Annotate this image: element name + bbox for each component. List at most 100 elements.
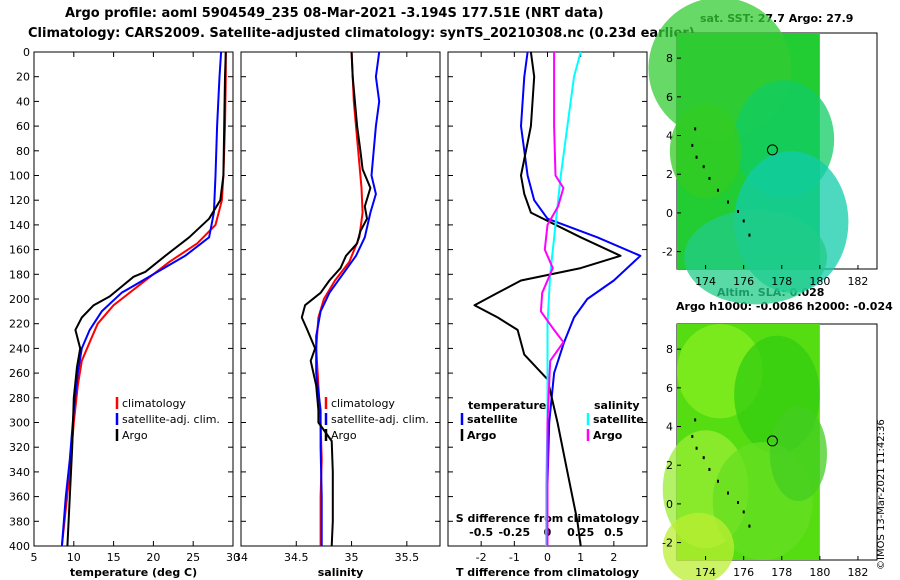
legend-label: satellite [467,413,518,426]
sla-map-y-tick-label: 6 [666,382,673,395]
depth-tick-label: 260 [9,367,30,380]
sla-map-island [737,501,739,504]
sla-map-y-tick-label: 4 [666,421,673,434]
sst-map-x-tick-label: 174 [695,275,716,288]
sla-map-island [694,418,697,422]
sla-map-y-tick-label: -2 [662,537,673,550]
sst-map-island [694,127,697,131]
sst-map-island [691,143,694,147]
sla-map-x-tick-label: 176 [733,566,754,579]
panel-frame-salinity [240,51,441,547]
depth-tick-label: 120 [9,194,30,207]
sst-map-field-patch [684,210,827,305]
s-diff-tick-label: 0.25 [567,526,594,539]
x-tick-label: 35.5 [395,551,420,564]
legend-label: Argo [593,429,623,442]
sla-map-argo-location [766,435,778,447]
sla-map-x-tick-label: 182 [847,566,868,579]
x-tick-label: 30 [226,551,240,564]
x-tick-label: 25 [186,551,200,564]
sst-map-island [742,219,745,223]
depth-tick-label: 40 [16,95,30,108]
depth-tick-label: 380 [9,515,30,528]
sst-map-y-tick-label: 4 [666,130,673,143]
depth-tick-label: 340 [9,466,30,479]
sla-map-y-tick-label: 2 [666,459,673,472]
x-tick-label: 5 [31,551,38,564]
s-diff-tick-label: 0.5 [604,526,624,539]
sla-map-island [717,479,719,483]
sla-map-island [748,524,751,528]
sst-map-y-tick-label: 6 [666,91,673,104]
s-diff-tick-label: -0.25 [498,526,530,539]
x-tick-label: 1 [577,551,584,564]
title-line-1: Argo profile: aoml 5904549_235 08-Mar-20… [65,6,604,21]
depth-tick-label: 360 [9,491,30,504]
x-tick-label: 34 [234,551,248,564]
depth-tick-label: 160 [9,244,30,257]
depth-tick-label: 280 [9,392,30,405]
sla-map-x-tick-label: 174 [695,566,716,579]
sst-map-island [695,155,698,159]
series-line-satellite-adj-clim- [315,51,381,546]
depth-tick-label: 320 [9,441,30,454]
panel-frame-temperature [33,51,234,547]
sla-map-title-2: Argo h1000: -0.0086 h2000: -0.024 [676,300,893,313]
sla-map-island [695,446,698,450]
legend-label: Argo [467,429,497,442]
sst-map-island [708,176,711,180]
x-tick-label: 0 [544,551,551,564]
title-line-2: Climatology: CARS2009. Satellite-adjuste… [28,26,695,41]
x-axis-label-temperature: temperature (deg C) [70,566,197,579]
sla-map-y-tick-label: 8 [666,343,673,356]
s-diff-tick-label: -0.5 [469,526,493,539]
depth-tick-label: 20 [16,71,30,84]
depth-tick-label: 60 [16,120,30,133]
legend-label: satellite [593,413,644,426]
sla-map-field-patch [662,512,735,580]
sst-map-field-patch [669,103,742,199]
depth-tick-label: 140 [9,219,30,232]
depth-tick-label: 220 [9,318,30,331]
depth-tick-label: 200 [9,293,30,306]
series-line-s-argo [539,52,565,546]
depth-tick-label: 100 [9,170,30,183]
legend-label: Argo [122,429,148,442]
series-line-argo [300,51,372,547]
depth-tick-label: 300 [9,417,30,430]
depth-tick-label: 180 [9,268,30,281]
x-tick-label: 34.5 [284,551,309,564]
series-line-t-argo [473,51,622,547]
sla-map-island [691,434,694,438]
sst-map-y-tick-label: 8 [666,52,673,65]
x-tick-label: -1 [509,551,520,564]
depth-tick-label: 400 [9,540,30,553]
legend-label: climatology [122,397,186,410]
series-line-argo [66,51,227,547]
x-tick-label: 20 [146,551,160,564]
sst-map-island [727,200,729,204]
sst-map-y-tick-label: 0 [666,207,673,220]
sla-map-island [742,510,745,514]
sst-map-island [737,210,739,213]
sla-map-island [727,491,729,495]
sla-map-island [708,467,711,471]
sst-map-x-tick-label: 180 [809,275,830,288]
depth-tick-label: 240 [9,342,30,355]
x-axis-label-differences: T difference from climatology [456,566,639,579]
sla-map-x-tick-label: 178 [771,566,792,579]
legend-label: satellite-adj. clim. [122,413,220,426]
depth-tick-label: 80 [16,145,30,158]
x-tick-label: -2 [476,551,487,564]
x-tick-label: 35 [345,551,359,564]
x-tick-label: 10 [67,551,81,564]
x-axis-label-salinity: salinity [318,566,364,579]
sst-map-x-tick-label: 176 [733,275,754,288]
sla-map-field-patch [769,406,828,501]
legend-title-salinity: salinity [594,399,640,412]
sst-map-x-tick-label: 182 [847,275,868,288]
sst-map-island [717,188,719,192]
sst-map-island [748,233,751,237]
x-tick-label: 2 [610,551,617,564]
